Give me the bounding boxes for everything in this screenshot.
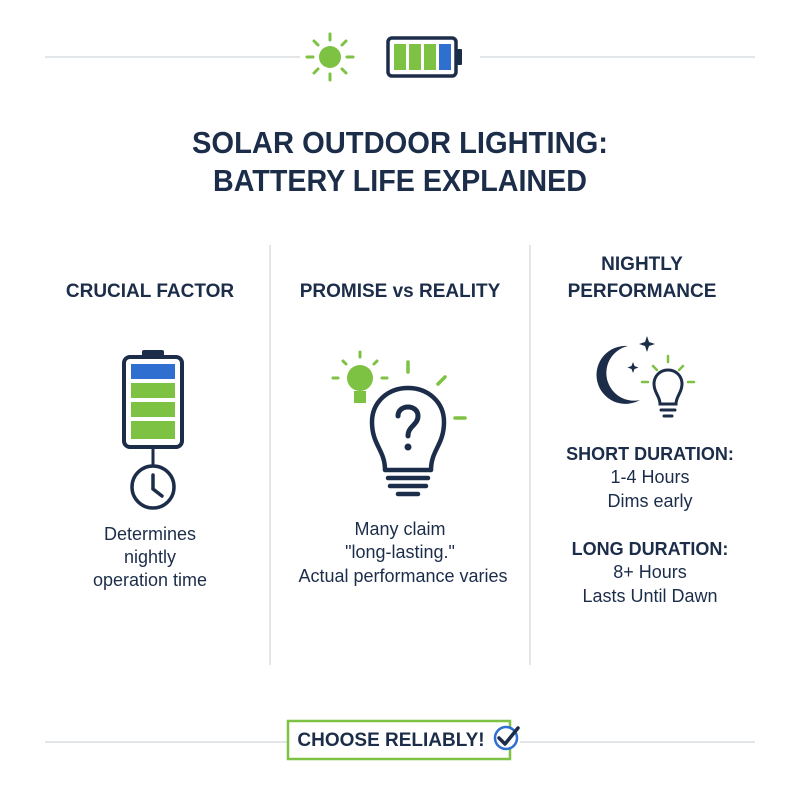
column-heading: NIGHTLY: [601, 254, 683, 275]
small-bulb-icon: [331, 350, 389, 403]
duration-text: 1-4 Hours: [610, 467, 689, 487]
battery-icon: [122, 350, 184, 466]
duration-text: 8+ Hours: [613, 562, 687, 582]
duration-text: Lasts Until Dawn: [582, 586, 717, 606]
column-text: Actual performance varies: [298, 566, 507, 586]
column-text: nightly: [124, 547, 176, 567]
check-icon: [493, 725, 520, 751]
duration-text: Dims early: [607, 491, 692, 511]
button-frame[interactable]: [286, 719, 512, 761]
column-heading: PROMISE vs REALITY: [300, 281, 501, 302]
column-text: "long-lasting.": [345, 542, 455, 562]
clock-icon: [130, 464, 176, 510]
moon-icon: [596, 336, 655, 404]
bulb-icon: [640, 354, 696, 418]
column-heading: PERFORMANCE: [568, 281, 717, 302]
battery-icon-top: [386, 36, 462, 78]
sun-icon: [305, 32, 355, 82]
button-label[interactable]: CHOOSE RELIABLY!: [297, 730, 484, 751]
column-text: Many claim: [354, 519, 445, 539]
column-text: Determines: [104, 524, 196, 544]
choose-button[interactable]: CHOOSE RELIABLY!: [286, 719, 512, 761]
duration-label: LONG DURATION:: [572, 539, 729, 559]
column-heading: CRUCIAL FACTOR: [66, 281, 234, 302]
duration-label: SHORT DURATION:: [566, 444, 734, 464]
column-text: operation time: [93, 570, 207, 590]
title-line: BATTERY LIFE EXPLAINED: [213, 163, 587, 198]
title-line: SOLAR OUTDOOR LIGHTING:: [192, 125, 608, 160]
question-bulb-icon: [369, 360, 467, 497]
